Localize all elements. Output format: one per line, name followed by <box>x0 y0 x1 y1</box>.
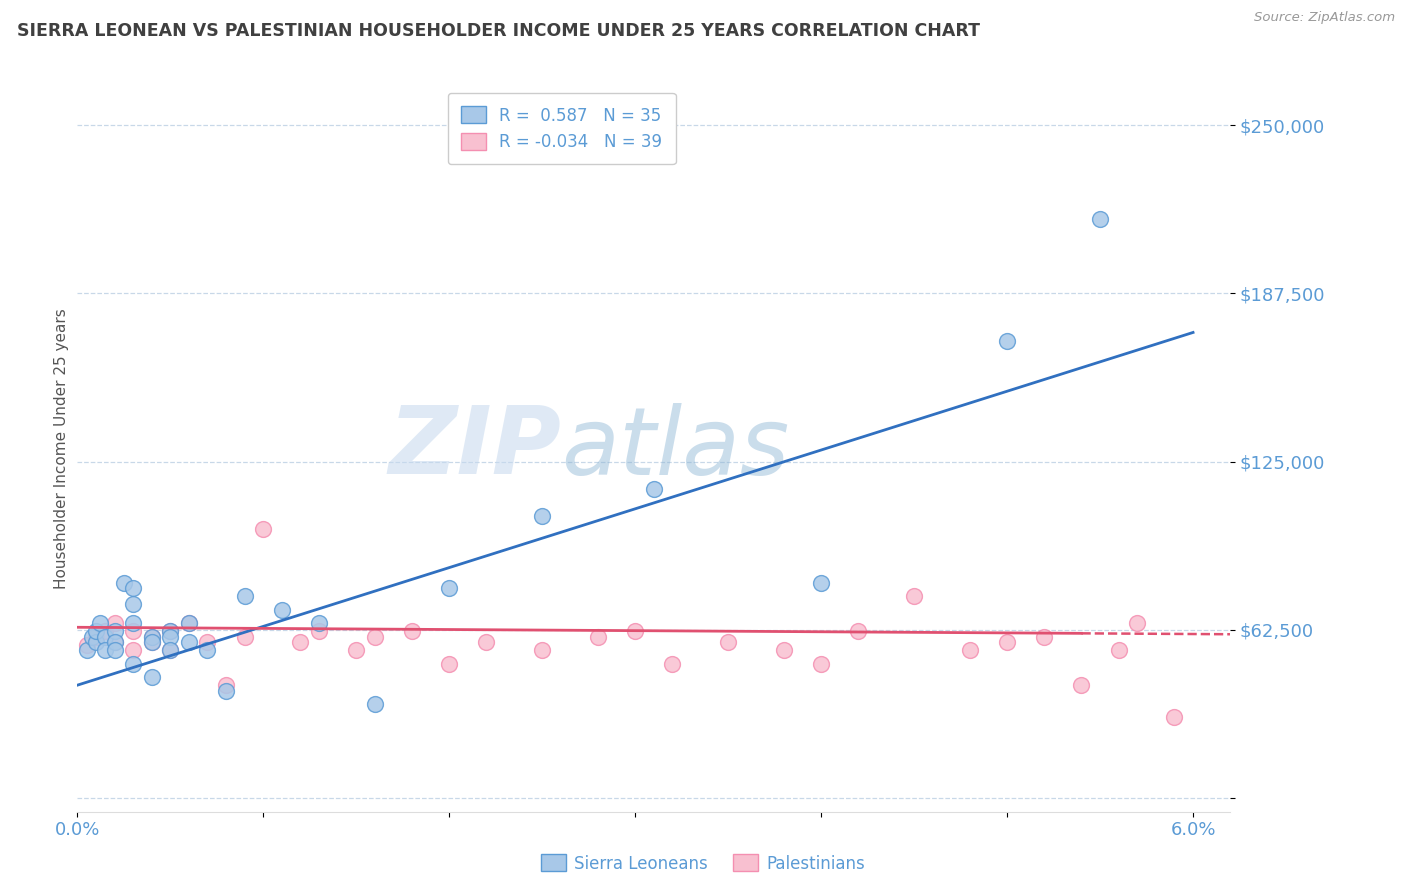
Point <box>624 624 647 639</box>
Point <box>159 643 181 657</box>
Point <box>1108 643 1130 657</box>
Point <box>82 630 104 644</box>
Point <box>439 581 461 595</box>
Text: SIERRA LEONEAN VS PALESTINIAN HOUSEHOLDER INCOME UNDER 25 YEARS CORRELATION CHAR: SIERRA LEONEAN VS PALESTINIAN HOUSEHOLDE… <box>17 22 980 40</box>
Point <box>810 657 832 671</box>
Point <box>233 590 256 604</box>
Point <box>122 657 145 671</box>
Point <box>995 334 1018 348</box>
Point <box>177 635 200 649</box>
Point <box>141 670 163 684</box>
Point <box>308 616 330 631</box>
Legend: Sierra Leoneans, Palestinians: Sierra Leoneans, Palestinians <box>534 847 872 880</box>
Point <box>76 643 98 657</box>
Point <box>177 616 200 631</box>
Point <box>94 643 117 657</box>
Point <box>103 624 125 639</box>
Point <box>344 643 367 657</box>
Text: atlas: atlas <box>561 402 790 494</box>
Point <box>103 635 125 649</box>
Point <box>401 624 423 639</box>
Point <box>197 635 219 649</box>
Text: Source: ZipAtlas.com: Source: ZipAtlas.com <box>1254 11 1395 24</box>
Point <box>1070 678 1092 692</box>
Point <box>141 630 163 644</box>
Point <box>141 630 163 644</box>
Point <box>215 678 238 692</box>
Legend: R =  0.587   N = 35, R = -0.034   N = 39: R = 0.587 N = 35, R = -0.034 N = 39 <box>447 93 675 164</box>
Point <box>1033 630 1056 644</box>
Point <box>84 635 107 649</box>
Point <box>103 635 125 649</box>
Point <box>531 508 554 523</box>
Text: ZIP: ZIP <box>388 402 561 494</box>
Point <box>810 575 832 590</box>
Point <box>159 643 181 657</box>
Point <box>103 643 125 657</box>
Point <box>364 630 387 644</box>
Point <box>364 697 387 711</box>
Point <box>84 624 107 639</box>
Point <box>475 635 498 649</box>
Point <box>1126 616 1149 631</box>
Point <box>122 581 145 595</box>
Point <box>141 635 163 649</box>
Point <box>233 630 256 644</box>
Point <box>122 624 145 639</box>
Point <box>76 638 98 652</box>
Point <box>586 630 609 644</box>
Point <box>122 598 145 612</box>
Point <box>159 624 181 639</box>
Point <box>661 657 683 671</box>
Point <box>1163 710 1185 724</box>
Point <box>959 643 981 657</box>
Point <box>197 643 219 657</box>
Point <box>717 635 740 649</box>
Point <box>531 643 554 657</box>
Point <box>122 643 145 657</box>
Point <box>122 616 145 631</box>
Point <box>773 643 796 657</box>
Point <box>270 603 292 617</box>
Point <box>252 522 274 536</box>
Point <box>94 630 117 644</box>
Point <box>159 630 181 644</box>
Point <box>903 590 925 604</box>
Point <box>177 616 200 631</box>
Point <box>439 657 461 671</box>
Point <box>1088 212 1111 227</box>
Point <box>846 624 869 639</box>
Point <box>643 482 665 496</box>
Point <box>94 624 117 639</box>
Point <box>112 575 135 590</box>
Point <box>159 624 181 639</box>
Point <box>290 635 312 649</box>
Point <box>84 630 107 644</box>
Y-axis label: Householder Income Under 25 years: Householder Income Under 25 years <box>53 308 69 589</box>
Point <box>308 624 330 639</box>
Point <box>141 635 163 649</box>
Point <box>103 616 125 631</box>
Point <box>215 683 238 698</box>
Point <box>89 616 111 631</box>
Point <box>995 635 1018 649</box>
